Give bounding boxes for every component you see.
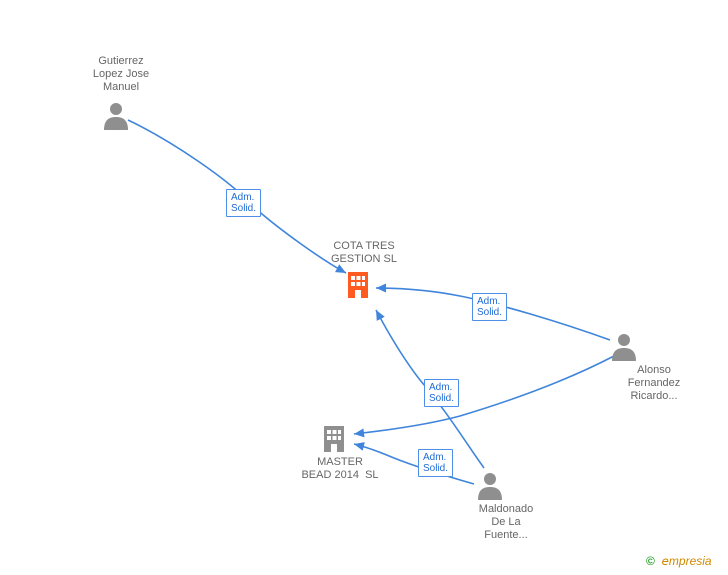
edge-label-alonso-master: Adm. Solid. <box>424 379 459 407</box>
node-label-gutierrez: Gutierrez Lopez Jose Manuel <box>86 55 156 94</box>
node-gutierrez[interactable] <box>101 100 131 135</box>
edge-alonso-master <box>354 356 614 434</box>
edge-label-gutierrez-cota: Adm. Solid. <box>226 189 261 217</box>
node-label-master: MASTER BEAD 2014 SL <box>290 456 390 482</box>
node-master[interactable] <box>318 422 350 459</box>
edge-label-alonso-cota: Adm. Solid. <box>472 293 507 321</box>
node-label-alonso: Alonso Fernandez Ricardo... <box>614 364 694 403</box>
edge-label-maldonado-master: Adm. Solid. <box>418 449 453 477</box>
credit: © 𝘦mpresia <box>646 554 712 568</box>
node-label-maldonado: Maldonado De La Fuente... <box>466 503 546 542</box>
node-cota[interactable] <box>342 268 374 305</box>
copyright-symbol: © <box>646 554 655 568</box>
credit-brand: 𝘦mpresia <box>658 554 711 568</box>
node-label-cota: COTA TRES GESTION SL <box>314 240 414 266</box>
node-maldonado[interactable] <box>475 470 505 505</box>
diagram-canvas: Gutierrez Lopez Jose Manuel COTA TRES GES… <box>0 0 728 575</box>
node-alonso[interactable] <box>609 331 639 366</box>
